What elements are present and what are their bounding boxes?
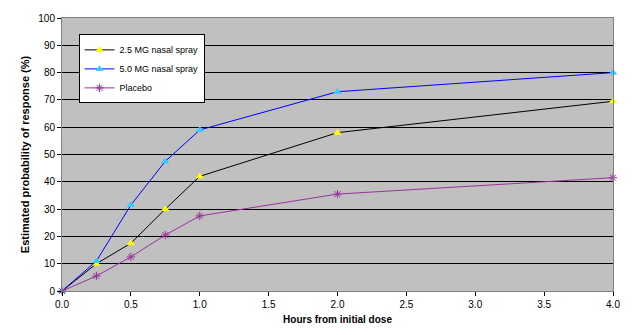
svg-text:20: 20 xyxy=(44,231,56,242)
svg-text:0.0: 0.0 xyxy=(55,299,69,310)
svg-text:3.5: 3.5 xyxy=(537,299,551,310)
svg-text:Placebo: Placebo xyxy=(120,83,153,93)
svg-text:30: 30 xyxy=(44,204,56,215)
svg-text:2.5: 2.5 xyxy=(399,299,413,310)
svg-text:80: 80 xyxy=(44,67,56,78)
svg-text:Hours from initial dose: Hours from initial dose xyxy=(283,314,392,325)
svg-text:40: 40 xyxy=(44,176,56,187)
svg-text:3.0: 3.0 xyxy=(468,299,482,310)
svg-text:Estimated probability of respo: Estimated probability of response (%) xyxy=(19,55,31,253)
svg-text:0.5: 0.5 xyxy=(124,299,138,310)
svg-text:60: 60 xyxy=(44,122,56,133)
svg-text:2.5 MG nasal spray: 2.5 MG nasal spray xyxy=(120,45,199,55)
svg-text:1.0: 1.0 xyxy=(193,299,207,310)
svg-text:70: 70 xyxy=(44,94,56,105)
svg-text:90: 90 xyxy=(44,40,56,51)
svg-text:1.5: 1.5 xyxy=(262,299,276,310)
svg-text:2.0: 2.0 xyxy=(331,299,345,310)
svg-text:10: 10 xyxy=(44,258,56,269)
svg-text:5.0 MG nasal spray: 5.0 MG nasal spray xyxy=(120,64,199,74)
svg-text:100: 100 xyxy=(38,13,55,24)
svg-text:50: 50 xyxy=(44,149,56,160)
svg-text:0: 0 xyxy=(49,286,55,297)
svg-text:4.0: 4.0 xyxy=(606,299,620,310)
